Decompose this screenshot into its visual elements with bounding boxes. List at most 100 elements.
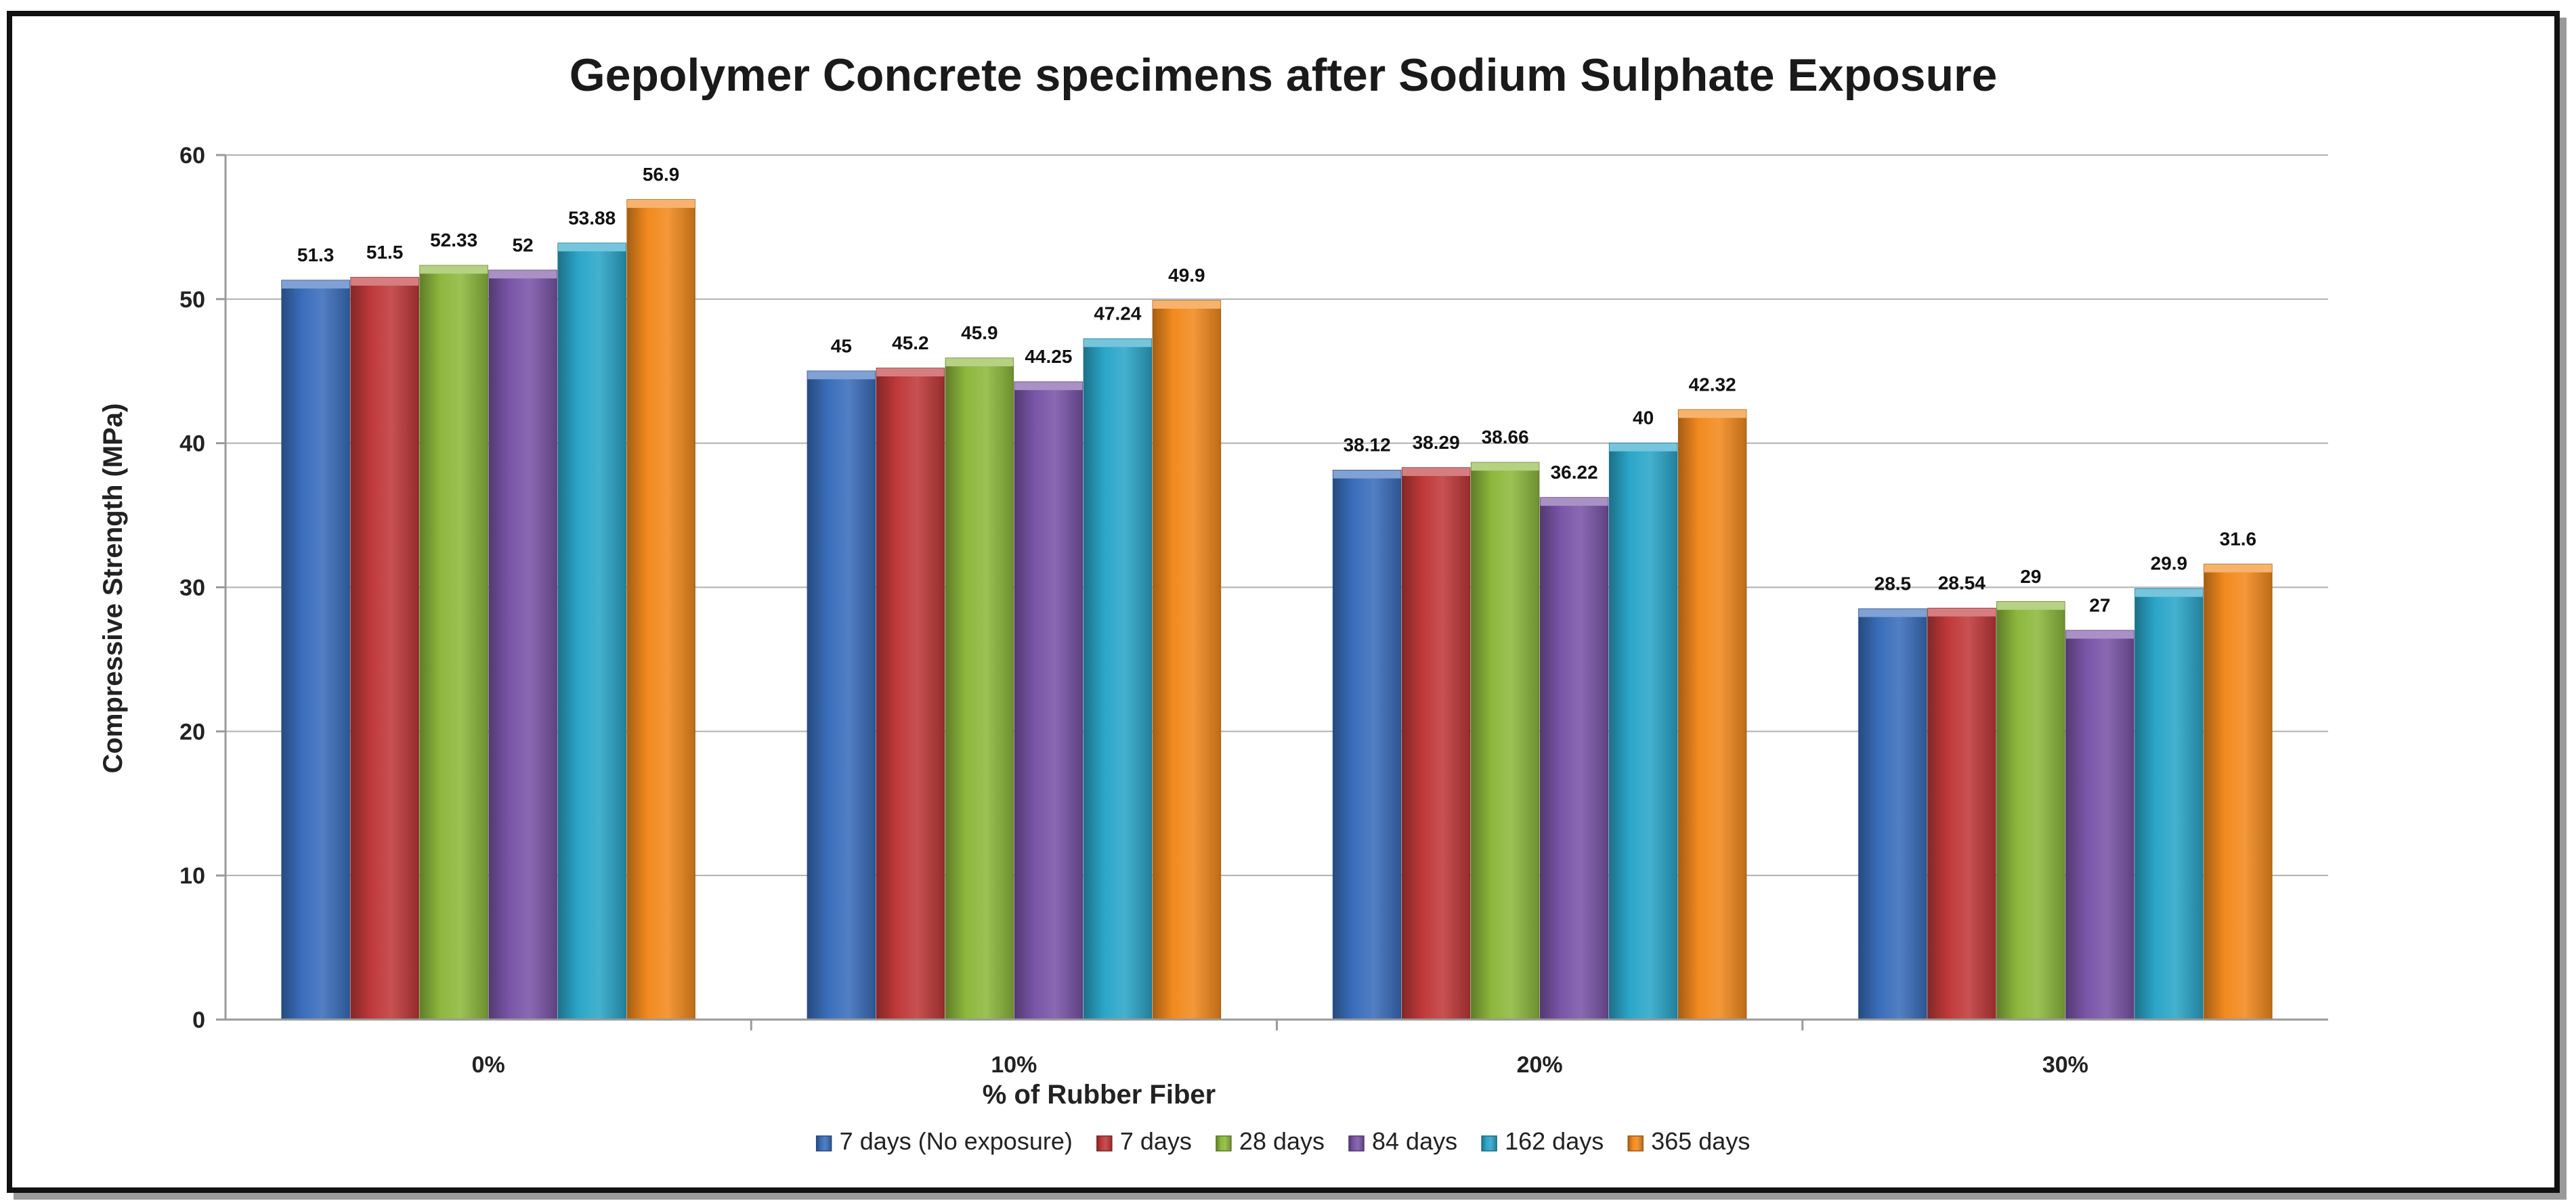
data-label: 52 — [513, 234, 534, 255]
bar — [807, 370, 876, 1020]
legend-swatch — [1216, 1135, 1232, 1152]
x-axis-label: % of Rubber Fiber — [983, 1080, 1216, 1110]
data-label: 38.12 — [1344, 435, 1391, 456]
bar — [2134, 588, 2204, 1020]
legend-label: 28 days — [1239, 1127, 1325, 1155]
data-label: 44.25 — [1025, 346, 1072, 367]
x-tick-labels: 0% 10% 20% 30% — [472, 1052, 2088, 1078]
x-tick-label: 30% — [2042, 1052, 2088, 1078]
bar — [281, 280, 350, 1020]
data-labels: 51.3 51.5 52.33 52 53.88 56.9 45 45.2 45.9 44.25 4… — [297, 164, 2256, 615]
bar — [2204, 563, 2273, 1020]
bar — [419, 265, 488, 1020]
data-label: 31.6 — [2220, 528, 2257, 549]
bar — [1152, 300, 1222, 1020]
legend-label: 7 days (No exposure) — [840, 1127, 1073, 1155]
data-label: 51.5 — [366, 242, 404, 263]
x-tick-label: 0% — [472, 1052, 505, 1078]
bar — [1470, 462, 1540, 1020]
bar — [1927, 607, 1996, 1020]
bar — [1677, 409, 1747, 1020]
bar — [1014, 381, 1083, 1020]
bar-top — [420, 265, 488, 274]
data-label: 45.2 — [892, 332, 929, 353]
y-tick-label: 0 — [192, 1007, 205, 1033]
legend-swatch — [815, 1135, 832, 1152]
legend-item: 365 days — [1627, 1127, 1750, 1155]
bar-top — [489, 270, 557, 279]
bar-top — [1609, 443, 1677, 452]
legend-label: 365 days — [1651, 1127, 1750, 1155]
data-label: 29 — [2020, 566, 2041, 587]
y-tick-labels: 0 10 20 30 40 50 60 — [179, 143, 205, 1033]
bar — [1539, 497, 1609, 1020]
y-tick-label: 20 — [179, 719, 205, 745]
y-tick-label: 50 — [179, 287, 205, 313]
bar-top — [1678, 410, 1746, 418]
data-label: 27 — [2089, 594, 2110, 615]
bar — [1608, 442, 1678, 1020]
data-label: 28.54 — [1938, 573, 1985, 594]
bar — [488, 269, 557, 1020]
bar-top — [945, 358, 1014, 367]
data-label: 49.9 — [1168, 265, 1205, 286]
data-label: 38.29 — [1413, 432, 1460, 453]
data-label: 53.88 — [568, 207, 616, 228]
bar-top — [2065, 630, 2134, 639]
bar-top — [1402, 468, 1470, 477]
bar-top — [1014, 382, 1083, 391]
data-label: 38.66 — [1482, 427, 1529, 447]
data-label: 51.3 — [297, 244, 335, 265]
bar-top — [1540, 498, 1608, 506]
legend-label: 7 days — [1120, 1127, 1192, 1155]
legend-swatch — [1348, 1135, 1365, 1152]
bar-top — [282, 280, 350, 289]
data-label: 40 — [1633, 408, 1654, 429]
legend-label: 84 days — [1372, 1127, 1457, 1155]
legend-swatch — [1481, 1135, 1497, 1152]
data-label: 36.22 — [1551, 462, 1598, 483]
y-tick-label: 40 — [179, 431, 205, 457]
bar-top — [807, 371, 876, 380]
bar-top — [1858, 609, 1927, 617]
bar-top — [351, 277, 419, 286]
legend-item: 28 days — [1216, 1127, 1325, 1155]
y-tick-label: 30 — [179, 575, 205, 601]
bar-top — [1471, 462, 1539, 471]
chart-title: Gepolymer Concrete specimens after Sodiu… — [570, 49, 1998, 101]
bars — [281, 199, 2273, 1020]
bar — [1083, 338, 1153, 1020]
data-label: 45 — [831, 335, 852, 356]
bar-top — [627, 199, 695, 208]
x-tick-label: 10% — [991, 1052, 1037, 1078]
bar-chart: Gepolymer Concrete specimens after Sodiu… — [98, 49, 2328, 1155]
chart-frame: Gepolymer Concrete specimens after Sodiu… — [7, 11, 2560, 1193]
bar — [1858, 608, 1927, 1020]
legend: 7 days (No exposure) 7 days 28 days 84 days… — [815, 1127, 1750, 1155]
bar-top — [1083, 339, 1152, 347]
y-tick-label: 10 — [179, 863, 205, 889]
legend-item: 7 days — [1096, 1127, 1192, 1155]
data-label: 42.32 — [1689, 374, 1736, 395]
bar — [557, 242, 626, 1020]
legend-item: 84 days — [1348, 1127, 1457, 1155]
bar — [350, 277, 419, 1020]
bar-top — [1153, 300, 1221, 309]
bar — [1332, 469, 1402, 1020]
bar — [1401, 467, 1471, 1020]
bar-top — [1996, 601, 2065, 610]
data-label: 45.9 — [961, 322, 998, 343]
x-tick-label: 20% — [1517, 1052, 1563, 1078]
bar — [2065, 630, 2134, 1020]
bar-top — [1927, 608, 1996, 617]
data-label: 47.24 — [1094, 303, 1141, 324]
bar — [626, 199, 695, 1020]
legend-item: 162 days — [1481, 1127, 1604, 1155]
bar-top — [1333, 470, 1401, 479]
bar — [876, 368, 945, 1020]
bar-top — [558, 243, 626, 252]
bar — [945, 357, 1014, 1020]
y-axis-label: Compressive Strength (MPa) — [98, 403, 128, 774]
axes — [216, 154, 2328, 1030]
legend-swatch — [1627, 1135, 1644, 1152]
